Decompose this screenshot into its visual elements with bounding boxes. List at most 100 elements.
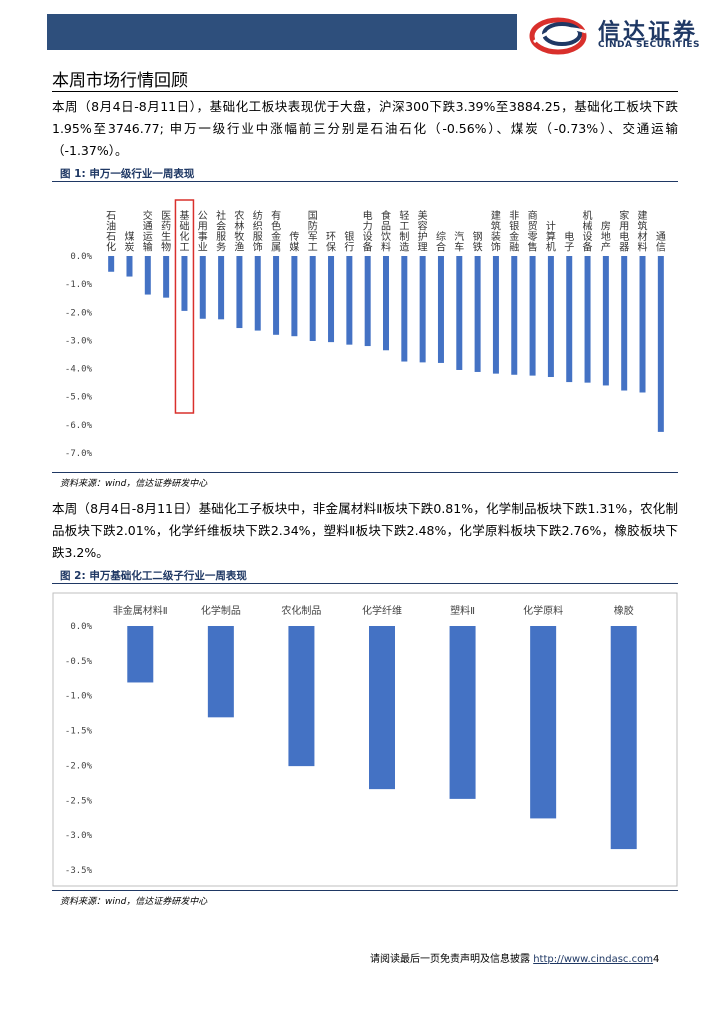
- figure-1-bottom-rule: [52, 472, 678, 473]
- chart-basic-chem-level2-weekly: 0.0% -0.5% -1.0% -1.5% -2.0% -2.5% -3.0% -3.5% 非…: [52, 592, 678, 887]
- category-label: 医药生物: [161, 210, 171, 254]
- category-label: 通信: [656, 231, 666, 254]
- category-label: 建筑装饰: [491, 209, 501, 254]
- bar: [456, 256, 463, 370]
- figure-2-label: 图 2: 申万基础化工二级子行业一周表现: [60, 570, 247, 582]
- category-label: 计算机: [546, 220, 556, 254]
- chart-1-svg: 0.0% -1.0% -2.0% -3.0% -4.0% -5.0% -6.0% -7.0% 石…: [65, 199, 666, 459]
- bar: [530, 626, 557, 819]
- bar-series: [127, 626, 637, 850]
- bar: [309, 256, 316, 341]
- bar: [328, 256, 335, 343]
- bar: [291, 256, 298, 337]
- bar: [610, 626, 637, 850]
- y-tick-label: -7.0%: [65, 449, 93, 459]
- y-tick-label: -0.5%: [65, 657, 93, 667]
- category-label: 机械设备: [583, 209, 593, 254]
- category-label: 非银金融: [509, 210, 519, 254]
- category-label: 公用事业: [198, 211, 208, 254]
- bar: [254, 256, 261, 331]
- bar: [144, 256, 151, 295]
- category-label: 银行: [344, 230, 354, 254]
- y-tick-label: -5.0%: [65, 393, 93, 403]
- category-label: 钢铁: [473, 230, 483, 254]
- bar: [511, 256, 518, 375]
- bar: [584, 256, 591, 383]
- category-label: 美容护理: [418, 209, 428, 254]
- bar: [437, 256, 444, 363]
- category-label: 建筑材料: [638, 209, 648, 254]
- bar: [401, 256, 408, 362]
- section-title: 本周市场行情回顾: [52, 71, 188, 91]
- bar: [602, 256, 609, 386]
- bar: [566, 256, 573, 383]
- bar-series: [108, 256, 664, 432]
- paragraph-sub-sector: 本周（8月4日-8月11日）基础化工子板块中，非金属材料Ⅱ板块下跌0.81%，化…: [52, 501, 678, 560]
- category-label: 基础化工: [179, 209, 189, 254]
- logo-text-cn: 信达证券: [598, 20, 699, 45]
- y-tick-label: -1.5%: [65, 727, 93, 737]
- bar: [126, 256, 133, 277]
- category-label: 环保: [326, 232, 336, 254]
- chart-2-svg: 0.0% -0.5% -1.0% -1.5% -2.0% -2.5% -3.0% -3.5% 非…: [52, 592, 678, 887]
- category-label: 塑料Ⅱ: [450, 604, 475, 617]
- figure-1-label: 图 1: 申万一级行业一周表现: [60, 168, 195, 180]
- category-label: 轻工制造: [399, 209, 409, 254]
- bar: [199, 256, 206, 319]
- category-label: 农林牧渔: [234, 209, 244, 254]
- bar: [364, 256, 371, 347]
- y-tick-label: -3.5%: [65, 866, 93, 876]
- category-label: 有色金属: [271, 209, 281, 254]
- category-label: 化学纤维: [362, 604, 402, 617]
- bar: [449, 626, 476, 799]
- category-label: 石油石化: [106, 211, 116, 254]
- category-label: 汽车: [454, 230, 464, 254]
- bar: [621, 256, 628, 391]
- y-tick-label: -1.0%: [65, 692, 93, 702]
- bar: [288, 626, 315, 767]
- y-tick-label: -2.0%: [65, 761, 93, 771]
- section-divider: [52, 91, 678, 92]
- y-tick-label: 0.0%: [70, 252, 92, 262]
- logo-text-en: CINDA SECURITIES: [598, 40, 700, 50]
- bar: [207, 626, 234, 718]
- y-tick-label: -3.0%: [65, 831, 93, 841]
- y-tick-label: -4.0%: [65, 365, 93, 375]
- bar: [218, 256, 225, 320]
- highlight-box: [174, 199, 195, 414]
- category-label: 电子: [564, 230, 574, 254]
- category-label: 化学原料: [523, 604, 563, 617]
- category-label: 家用电器: [619, 209, 629, 254]
- category-label: 电力设备: [363, 209, 373, 254]
- y-tick-label: -2.5%: [65, 796, 93, 806]
- category-label: 房地产: [601, 220, 611, 254]
- bar: [127, 626, 154, 683]
- category-label: 化学制品: [201, 604, 241, 617]
- figure-1-source: 资料来源：wind，信达证券研发中心: [60, 479, 208, 489]
- bar: [181, 256, 188, 311]
- bar: [163, 256, 170, 298]
- figure-2-bottom-rule: [52, 890, 678, 891]
- bar: [419, 256, 426, 363]
- figure-2-source: 资料来源：wind，信达证券研发中心: [60, 897, 208, 907]
- footer: 请阅读最后一页免责声明及信息披露 http://www.cindasc.com4: [370, 950, 659, 965]
- footer-link[interactable]: http://www.cindasc.com: [533, 954, 653, 965]
- bar: [383, 256, 389, 351]
- category-label: 社会服务: [216, 209, 226, 254]
- bar: [492, 256, 499, 374]
- chart-frame: [52, 592, 678, 887]
- y-tick-label: -3.0%: [65, 336, 93, 346]
- bar: [657, 256, 664, 432]
- category-label: 商贸零售: [528, 209, 538, 254]
- bar: [639, 256, 646, 393]
- category-label: 传媒: [289, 231, 299, 254]
- paragraph-weekly-review: 本周（8月4日-8月11日），基础化工板块表现优于大盘，沪深300下跌3.39%…: [52, 99, 678, 158]
- y-tick-label: 0.0%: [70, 622, 92, 632]
- bar: [547, 256, 554, 378]
- figure-2-top-rule: [52, 583, 678, 584]
- footer-disclaimer: 请阅读最后一页免责声明及信息披露: [370, 954, 534, 965]
- category-label: 交通运输: [143, 209, 153, 254]
- figure-1-top-rule: [52, 181, 678, 182]
- chart-sw-level1-weekly: 0.0% -1.0% -2.0% -3.0% -4.0% -5.0% -6.0% -7.0% 石…: [52, 190, 678, 470]
- bar: [529, 256, 536, 376]
